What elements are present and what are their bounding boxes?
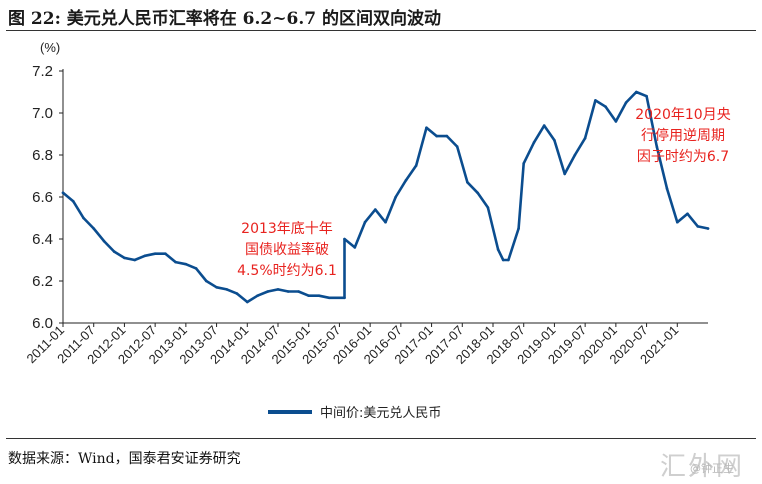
- annotation-line: 因子时约为6.7: [637, 149, 729, 165]
- data-point: [266, 290, 270, 293]
- data-point: [123, 256, 126, 260]
- data-point: [143, 254, 147, 258]
- series-line: [61, 90, 710, 304]
- data-point: [624, 101, 628, 104]
- annotation-line: 行停用逆周期: [641, 127, 725, 144]
- y-tick-label: 6.2: [32, 273, 53, 290]
- data-point: [363, 220, 367, 224]
- data-point: [706, 227, 710, 230]
- data-point: [133, 258, 136, 262]
- data-point: [374, 208, 377, 211]
- data-point: [496, 248, 500, 251]
- data-point: [435, 134, 439, 138]
- annotation-line: 4.5%时约为6.1: [237, 263, 337, 279]
- data-point: [384, 220, 387, 224]
- data-point: [71, 199, 75, 203]
- data-point: [286, 290, 290, 293]
- y-tick-label: 6.8: [32, 147, 53, 164]
- legend-swatch: [268, 409, 312, 414]
- data-point: [414, 164, 418, 167]
- y-axis-unit: (%): [40, 40, 61, 55]
- data-point: [507, 258, 510, 262]
- data-point: [184, 262, 188, 266]
- data-point: [404, 178, 408, 182]
- top-rule: [6, 30, 756, 31]
- data-point: [476, 191, 479, 195]
- line-chart: 6.06.26.46.66.87.07.22011-012011-072012-…: [23, 63, 730, 367]
- data-point: [486, 206, 490, 209]
- data-point: [445, 134, 449, 138]
- data-point: [696, 225, 700, 228]
- annotation-line: 2013年底十年: [241, 221, 333, 237]
- data-point: [194, 267, 198, 270]
- y-tick-label: 6.4: [32, 231, 53, 248]
- data-point: [82, 216, 85, 220]
- data-point: [553, 139, 556, 142]
- data-point: [276, 288, 280, 291]
- data-point: [225, 288, 229, 291]
- y-tick-label: 7.0: [32, 105, 53, 122]
- data-point: [256, 294, 259, 298]
- data-point: [517, 227, 520, 230]
- data-point: [102, 239, 106, 243]
- data-point: [614, 120, 618, 123]
- data-source: 数据来源：Wind，国泰君安证券研究: [8, 451, 241, 467]
- data-point: [522, 162, 525, 165]
- data-point: [92, 227, 95, 230]
- y-tick-label: 7.2: [32, 63, 53, 80]
- data-point: [466, 181, 469, 184]
- data-point: [425, 126, 428, 129]
- data-point: [215, 286, 218, 289]
- data-point: [604, 105, 607, 108]
- data-point: [235, 292, 239, 295]
- figure-title: 图 22: 美元兑人民币汇率将在 6.2~6.7 的区间双向波动: [8, 9, 442, 29]
- data-point: [343, 237, 346, 241]
- annotation-line: 2020年10月央: [635, 107, 730, 123]
- y-tick-label: 6.0: [32, 315, 53, 332]
- data-point: [174, 260, 177, 264]
- data-point: [317, 294, 321, 298]
- data-point: [645, 94, 648, 98]
- annotation-line: 国债收益率破: [245, 241, 329, 258]
- data-point: [61, 191, 65, 195]
- data-point: [164, 252, 167, 255]
- data-point: [542, 124, 546, 127]
- data-point: [635, 90, 638, 94]
- data-point: [665, 187, 669, 190]
- data-point: [153, 252, 157, 255]
- data-point: [573, 153, 577, 157]
- data-point: [246, 300, 249, 304]
- data-point: [455, 145, 459, 148]
- chart-legend: 中间价:美元兑人民币: [268, 402, 441, 421]
- data-point: [394, 195, 398, 199]
- data-point: [297, 290, 300, 293]
- watermark-logo: 汇外网: [660, 452, 745, 482]
- data-point: [655, 145, 659, 148]
- watermark-handle: @钟正生: [690, 462, 734, 475]
- data-point: [205, 279, 208, 283]
- data-point: [327, 296, 331, 300]
- legend-label: 中间价:美元兑人民币: [320, 406, 442, 421]
- data-point: [112, 250, 116, 253]
- data-point: [532, 141, 536, 144]
- y-tick-label: 6.6: [32, 189, 53, 206]
- data-point: [307, 294, 311, 298]
- data-point: [676, 220, 679, 224]
- data-point: [353, 246, 357, 249]
- data-point: [343, 296, 346, 300]
- data-point: [583, 136, 587, 140]
- data-point: [686, 212, 689, 216]
- data-point: [563, 172, 566, 176]
- bottom-rule: [6, 438, 756, 439]
- data-point: [501, 258, 505, 262]
- data-point: [594, 99, 597, 102]
